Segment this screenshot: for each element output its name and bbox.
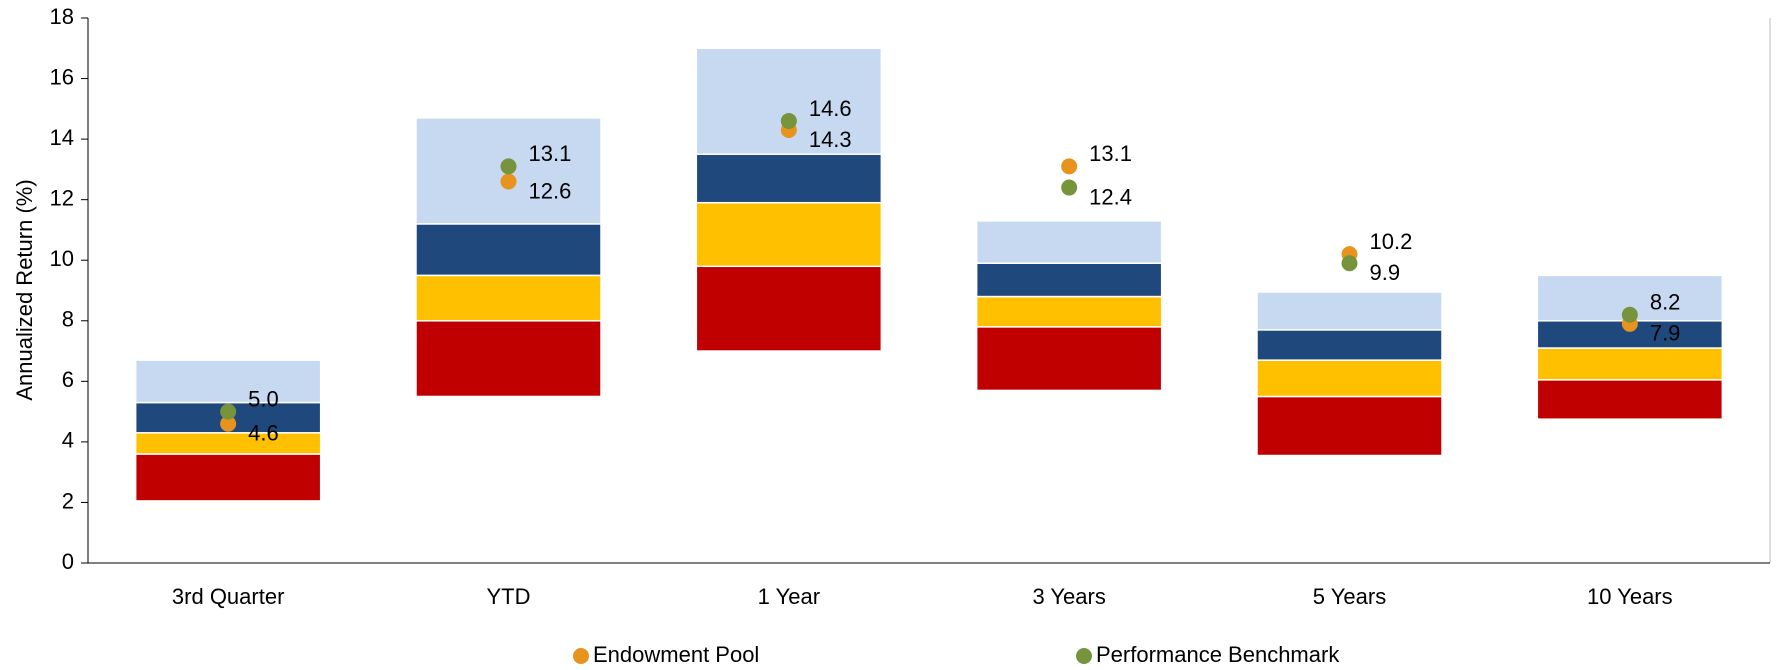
data-label: 4.6 [248, 421, 279, 446]
data-label: 12.6 [529, 178, 572, 203]
y-tick-label: 8 [62, 307, 74, 332]
bar-segment [1256, 395, 1443, 457]
y-tick-label: 6 [62, 367, 74, 392]
bar-segment [695, 265, 883, 352]
data-label: 14.3 [809, 127, 852, 152]
y-tick-label: 16 [50, 64, 74, 89]
y-tick-label: 0 [62, 549, 74, 574]
marker [780, 112, 797, 129]
data-label: 13.1 [1089, 141, 1132, 166]
legend-marker [573, 648, 589, 664]
marker [220, 403, 237, 420]
bar-segment [695, 201, 883, 268]
data-label: 10.2 [1370, 229, 1413, 254]
marker [1341, 255, 1358, 272]
bar-segment [1536, 347, 1724, 381]
y-tick-label: 14 [50, 125, 74, 150]
bar-segment [1536, 379, 1724, 420]
marker [1621, 306, 1638, 323]
bar-segment [134, 432, 322, 455]
y-tick-label: 2 [62, 488, 74, 513]
bar-segment [975, 295, 1163, 328]
marker [1061, 158, 1078, 175]
bar-segment [134, 359, 322, 404]
x-tick-label: YTD [487, 584, 531, 609]
bar-segment [695, 47, 883, 155]
data-label: 8.2 [1650, 290, 1681, 315]
bar-segment [416, 396, 601, 563]
y-axis-label: Annualized Return (%) [12, 179, 37, 400]
x-tick-label: 3rd Quarter [172, 584, 285, 609]
data-label: 7.9 [1650, 321, 1681, 346]
legend-label: Performance Benchmark [1096, 642, 1340, 667]
marker [500, 173, 517, 190]
data-label: 9.9 [1370, 260, 1401, 285]
bar-segment [977, 390, 1162, 563]
y-tick-label: 12 [50, 185, 74, 210]
bar-segment [136, 501, 321, 563]
legend-label: Endowment Pool [593, 642, 759, 667]
legend-marker [1076, 648, 1092, 664]
x-tick-label: 5 Years [1313, 584, 1386, 609]
bar-segment [975, 220, 1163, 265]
bar-segment [975, 326, 1163, 392]
marker [500, 158, 517, 175]
bar-segment [1256, 291, 1443, 331]
bar-segment [1537, 419, 1722, 563]
marker [1061, 179, 1078, 196]
y-tick-label: 18 [50, 4, 74, 29]
bar-segment [1256, 359, 1443, 398]
marker [220, 415, 237, 432]
bar-segment [415, 274, 602, 322]
data-label: 14.6 [809, 96, 852, 121]
bar-segment [1257, 456, 1442, 563]
bar-segment [134, 453, 322, 502]
bar-segment [695, 153, 883, 204]
data-label: 13.1 [529, 141, 572, 166]
bar-segment [975, 262, 1163, 298]
x-tick-label: 3 Years [1032, 584, 1105, 609]
x-tick-label: 10 Years [1587, 584, 1673, 609]
bar-segment [415, 320, 602, 398]
data-label: 12.4 [1089, 184, 1132, 209]
y-tick-label: 10 [50, 246, 74, 271]
y-tick-label: 4 [62, 428, 74, 453]
bar-segment [415, 223, 602, 277]
data-label: 5.0 [248, 386, 279, 411]
bar-segment [1256, 329, 1443, 361]
bar-segment [696, 351, 881, 563]
x-tick-label: 1 Year [758, 584, 820, 609]
